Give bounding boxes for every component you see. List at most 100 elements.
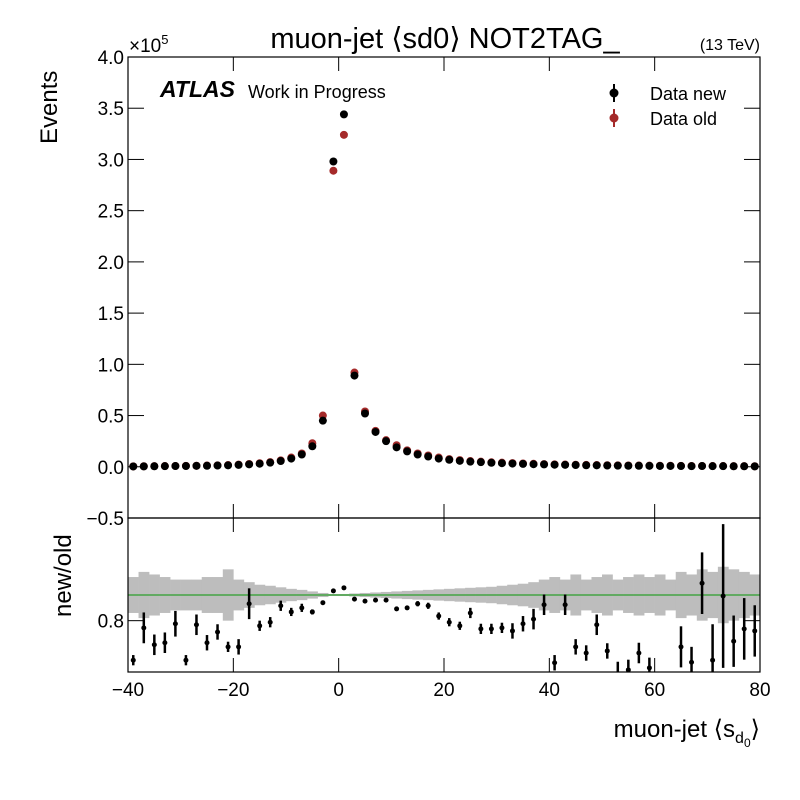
- ratio-point: [562, 602, 568, 608]
- ratio-point: [151, 642, 157, 648]
- data-point: [245, 460, 254, 469]
- ratio-point: [531, 616, 537, 622]
- x-tick-label: 80: [749, 680, 770, 701]
- data-point: [339, 130, 348, 139]
- data-point: [540, 460, 549, 469]
- ratio-point: [541, 602, 547, 608]
- ratio-point: [246, 601, 252, 607]
- legend-marker: [609, 113, 619, 123]
- ratio-point: [573, 644, 579, 650]
- plot-area: [128, 110, 760, 690]
- y-tick-label: 0.0: [98, 458, 124, 479]
- data-point: [255, 459, 264, 468]
- ratio-point: [467, 610, 473, 616]
- data-point: [603, 461, 612, 470]
- ratio-point: [162, 640, 168, 646]
- ratio-point: [520, 621, 526, 627]
- data-point: [150, 462, 159, 471]
- data-point: [181, 462, 190, 471]
- ratio-point: [320, 600, 326, 606]
- data-point: [350, 371, 359, 380]
- data-point: [308, 442, 317, 451]
- data-point: [687, 462, 696, 471]
- y-tick-label: 3.5: [98, 99, 124, 120]
- ratio-point: [446, 619, 452, 625]
- ratio-point: [668, 685, 673, 690]
- data-point: [276, 457, 285, 466]
- data-point: [466, 457, 475, 466]
- ratio-point: [141, 625, 147, 631]
- data-point: [382, 437, 391, 446]
- data-point: [519, 459, 527, 468]
- legend-label: Data new: [650, 84, 727, 104]
- data-point: [634, 461, 643, 470]
- data-point: [234, 460, 243, 469]
- data-point: [666, 461, 675, 470]
- data-point: [476, 458, 485, 467]
- ratio-point: [604, 648, 610, 654]
- data-point: [329, 166, 338, 175]
- data-point: [160, 462, 169, 471]
- x-tick-label: 0: [333, 680, 344, 701]
- ratio-point: [288, 609, 294, 615]
- ratio-point: [330, 588, 336, 594]
- ratio-point: [299, 605, 305, 611]
- data-point: [624, 461, 633, 470]
- data-point: [192, 461, 201, 470]
- ratio-point: [172, 621, 178, 627]
- x-tick-label: 60: [644, 680, 665, 701]
- x-tick-label: 20: [433, 680, 454, 701]
- ratio-point: [615, 675, 620, 680]
- ratio-point: [509, 628, 515, 634]
- data-point: [487, 458, 496, 467]
- data-point: [571, 461, 580, 470]
- data-point: [318, 416, 327, 425]
- data-point: [445, 455, 454, 464]
- ratio-point: [193, 622, 199, 628]
- data-point: [371, 427, 380, 436]
- ratio-point: [362, 598, 368, 604]
- y-tick-label: −0.5: [86, 509, 124, 530]
- ratio-point: [383, 597, 389, 603]
- ratio-point: [130, 657, 136, 663]
- multiplier-base: ×10: [129, 36, 161, 57]
- data-point: [287, 454, 296, 463]
- ratio-point: [415, 601, 421, 607]
- multiplier-exponent: 5: [161, 32, 168, 47]
- ratio-point: [257, 623, 263, 629]
- data-point: [392, 443, 401, 452]
- x-label-subsub: 0: [744, 736, 751, 750]
- y-tick-label: 1.5: [98, 304, 124, 325]
- legend-marker: [609, 88, 619, 98]
- data-point: [413, 450, 422, 459]
- energy-label: (13 TeV): [700, 37, 760, 54]
- y-tick-label: 0.5: [98, 407, 124, 428]
- x-axis-label: muon-jet ⟨sd0⟩: [614, 716, 760, 750]
- data-point: [677, 462, 685, 471]
- ratio-point: [552, 660, 558, 666]
- data-point: [213, 461, 222, 470]
- data-point: [203, 461, 211, 470]
- x-tick-label: −20: [217, 680, 249, 701]
- ratio-point: [731, 638, 737, 644]
- data-point: [361, 409, 369, 418]
- data-point: [339, 110, 348, 119]
- data-point: [729, 462, 738, 471]
- x-label-close: ⟩: [751, 716, 760, 743]
- ratio-y-tick-label: 0.8: [98, 612, 124, 633]
- data-point: [497, 459, 506, 468]
- ratio-point: [425, 603, 431, 609]
- ratio-point: [351, 596, 357, 602]
- ratio-point: [394, 606, 400, 612]
- data-point: [698, 462, 707, 471]
- chart-title: muon-jet ⟨sd0⟩ NOT2TAG_: [270, 23, 620, 55]
- data-point: [403, 447, 412, 456]
- ratio-point: [689, 659, 695, 665]
- data-point: [561, 460, 570, 469]
- ratio-point: [646, 665, 652, 671]
- data-point: [424, 452, 433, 461]
- data-point: [592, 461, 601, 470]
- ratio-panel: [128, 524, 760, 690]
- ratio-point: [583, 650, 589, 656]
